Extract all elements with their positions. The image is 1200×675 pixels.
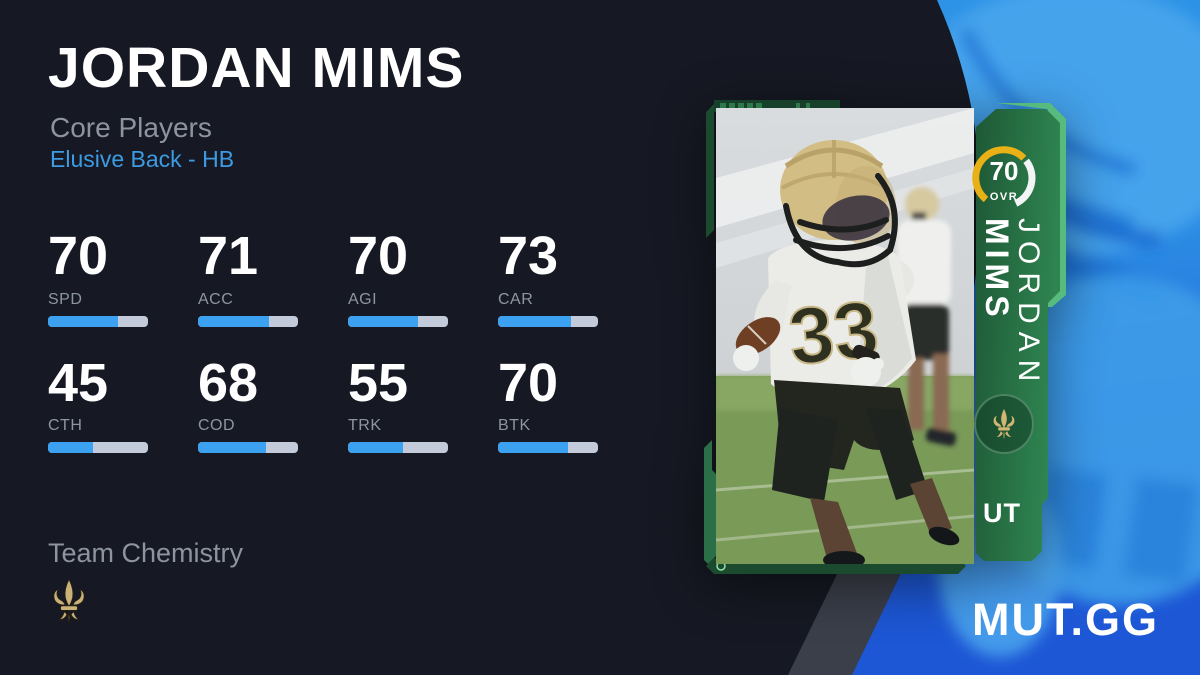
stat-value: 70 <box>498 352 559 413</box>
card-program-tag: UT <box>983 498 1021 528</box>
stat-cod: 68 COD <box>198 352 348 454</box>
player-photo: 33 <box>716 108 974 564</box>
stat-cth: 45 CTH <box>48 352 198 454</box>
stat-label: CAR <box>498 290 534 308</box>
ovr-ring-icon <box>972 146 1036 207</box>
stat-label: CTH <box>48 417 83 435</box>
stat-bar <box>48 442 148 454</box>
stat-bar <box>498 315 598 327</box>
stat-label: BTK <box>498 417 531 435</box>
stat-car: 73 CAR <box>498 228 648 327</box>
stat-value: 55 <box>348 352 409 413</box>
stat-value: 45 <box>48 352 109 413</box>
stat-label: COD <box>198 417 236 435</box>
stat-acc: 71 ACC <box>198 228 348 327</box>
stat-bar <box>198 442 298 454</box>
stat-bar <box>198 315 298 327</box>
stat-label: AGI <box>348 290 378 308</box>
card-team-badge <box>974 394 1034 454</box>
ovr-value: 70 <box>989 156 1019 186</box>
stat-label: ACC <box>198 290 234 308</box>
stat-btk: 70 BTK <box>498 352 648 454</box>
archetype-label: Elusive Back - HB <box>50 146 235 172</box>
stat-trk: 55 TRK <box>348 352 498 454</box>
team-chemistry-title: Team Chemistry <box>48 538 244 568</box>
stat-value: 73 <box>498 226 559 286</box>
stat-value: 68 <box>198 352 259 413</box>
stat-label: TRK <box>348 417 382 435</box>
card-last-name: MIMS <box>979 218 1015 322</box>
card-player-name: JORDAN MIMS <box>979 218 1045 390</box>
stat-bar <box>348 315 448 327</box>
stats-grid: 70 SPD 71 ACC 70 AGI 73 CAR 45 CTH 68 CO… <box>48 228 668 454</box>
saints-fleur-de-lis-icon <box>993 409 1015 439</box>
stat-value: 70 <box>348 226 409 286</box>
stat-spd: 70 SPD <box>48 228 198 327</box>
saints-fleur-de-lis-icon <box>53 578 85 624</box>
card-first-name: JORDAN <box>1012 218 1045 390</box>
stat-bar <box>348 442 448 454</box>
ovr-label: OVR <box>989 191 1019 203</box>
stat-value: 70 <box>48 226 109 286</box>
stat-value: 71 <box>198 226 259 286</box>
stat-label: SPD <box>48 290 83 308</box>
stat-bar <box>48 315 148 327</box>
main-player: 33 <box>733 140 960 564</box>
player-card: 33 <box>700 96 1072 588</box>
jersey-number: 33 <box>785 284 883 382</box>
stat-bar <box>498 442 598 454</box>
page-title: JORDAN MIMS <box>48 36 465 100</box>
program-name: Core Players <box>50 112 212 143</box>
stat-agi: 70 AGI <box>348 228 498 327</box>
mutgg-logo: MUT.GG <box>972 594 1159 645</box>
